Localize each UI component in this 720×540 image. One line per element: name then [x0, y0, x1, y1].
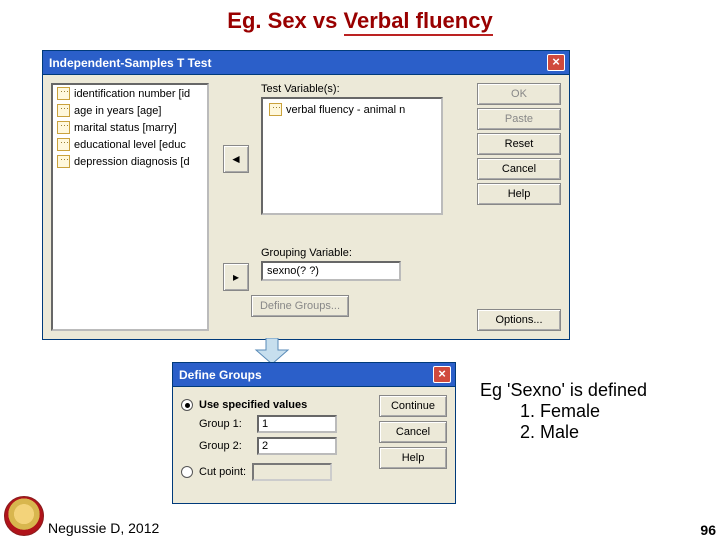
title-eg: Eg.: [227, 8, 267, 33]
cutpoint-input: [252, 463, 332, 481]
var-label: depression diagnosis [d: [74, 156, 190, 168]
radio-icon: [181, 399, 193, 411]
move-to-grouping-button[interactable]: ▸: [223, 263, 249, 291]
variable-icon: [57, 155, 70, 168]
grouping-variable-box[interactable]: sexno(? ?): [261, 261, 401, 281]
dialog-buttons: OK Paste Reset Cancel Help: [477, 83, 561, 205]
variable-item[interactable]: verbal fluency - animal n: [265, 101, 439, 118]
variable-item[interactable]: depression diagnosis [d: [53, 153, 207, 170]
variable-item[interactable]: marital status [marry]: [53, 119, 207, 136]
cutpoint-radio[interactable]: Cut point:: [181, 463, 359, 481]
define-groups-buttons: Continue Cancel Help: [379, 395, 447, 469]
group1-input[interactable]: 1: [257, 415, 337, 433]
arrow-right-icon: ▸: [233, 270, 239, 284]
grouping-variable-label: Grouping Variable:: [261, 247, 352, 259]
reset-button[interactable]: Reset: [477, 133, 561, 155]
title-verbal-fluency: Verbal fluency: [344, 8, 493, 36]
variable-item[interactable]: educational level [educ: [53, 136, 207, 153]
cutpoint-label: Cut point:: [199, 466, 246, 478]
var-label: identification number [id: [74, 88, 190, 100]
var-label: verbal fluency - animal n: [286, 104, 405, 116]
variable-icon: [269, 103, 282, 116]
var-label: age in years [age]: [74, 105, 161, 117]
var-label: marital status [marry]: [74, 122, 177, 134]
footer-author: Negussie D, 2012: [48, 520, 159, 536]
define-groups-dialog: Define Groups × Use specified values Gro…: [172, 362, 456, 504]
variable-icon: [57, 138, 70, 151]
close-icon[interactable]: ×: [433, 366, 451, 383]
help-button[interactable]: Help: [379, 447, 447, 469]
page-number: 96: [700, 522, 716, 538]
paste-button[interactable]: Paste: [477, 108, 561, 130]
use-specified-label: Use specified values: [199, 399, 307, 411]
title-vs: vs: [307, 8, 344, 33]
var-label: educational level [educ: [74, 139, 186, 151]
caption-line3: 2. Male: [480, 422, 647, 443]
variable-list[interactable]: identification number [id age in years […: [51, 83, 209, 331]
define-groups-button[interactable]: Define Groups...: [251, 295, 349, 317]
variable-item[interactable]: identification number [id: [53, 85, 207, 102]
continue-button[interactable]: Continue: [379, 395, 447, 417]
test-variables-label: Test Variable(s):: [261, 83, 340, 95]
group2-label: Group 2:: [199, 440, 251, 452]
group1-label: Group 1:: [199, 418, 251, 430]
define-groups-titlebar: Define Groups ×: [173, 363, 455, 387]
slide-badge-icon: [4, 496, 44, 536]
test-variables-box[interactable]: verbal fluency - animal n: [261, 97, 443, 215]
arrow-left-icon: ◄: [230, 152, 242, 166]
variable-icon: [57, 87, 70, 100]
help-button[interactable]: Help: [477, 183, 561, 205]
variable-item[interactable]: age in years [age]: [53, 102, 207, 119]
caption-line1: Eg 'Sexno' is defined: [480, 380, 647, 401]
radio-icon: [181, 466, 193, 478]
ttest-titlebar: Independent-Samples T Test ×: [43, 51, 569, 75]
variable-icon: [57, 121, 70, 134]
use-specified-radio[interactable]: Use specified values: [181, 399, 359, 411]
title-sex: Sex: [268, 8, 307, 33]
ok-button[interactable]: OK: [477, 83, 561, 105]
cancel-button[interactable]: Cancel: [477, 158, 561, 180]
caption-text: Eg 'Sexno' is defined 1. Female 2. Male: [480, 380, 647, 443]
caption-line2: 1. Female: [480, 401, 647, 422]
close-icon[interactable]: ×: [547, 54, 565, 71]
ttest-dialog: Independent-Samples T Test × identificat…: [42, 50, 570, 340]
variable-icon: [57, 104, 70, 117]
slide-title: Eg. Sex vs Verbal fluency: [0, 0, 720, 42]
cancel-button[interactable]: Cancel: [379, 421, 447, 443]
group2-input[interactable]: 2: [257, 437, 337, 455]
arrow-down-icon: [254, 338, 290, 364]
define-groups-title: Define Groups: [179, 368, 262, 382]
options-button[interactable]: Options...: [477, 309, 561, 331]
ttest-title: Independent-Samples T Test: [49, 56, 211, 70]
move-to-test-button[interactable]: ◄: [223, 145, 249, 173]
